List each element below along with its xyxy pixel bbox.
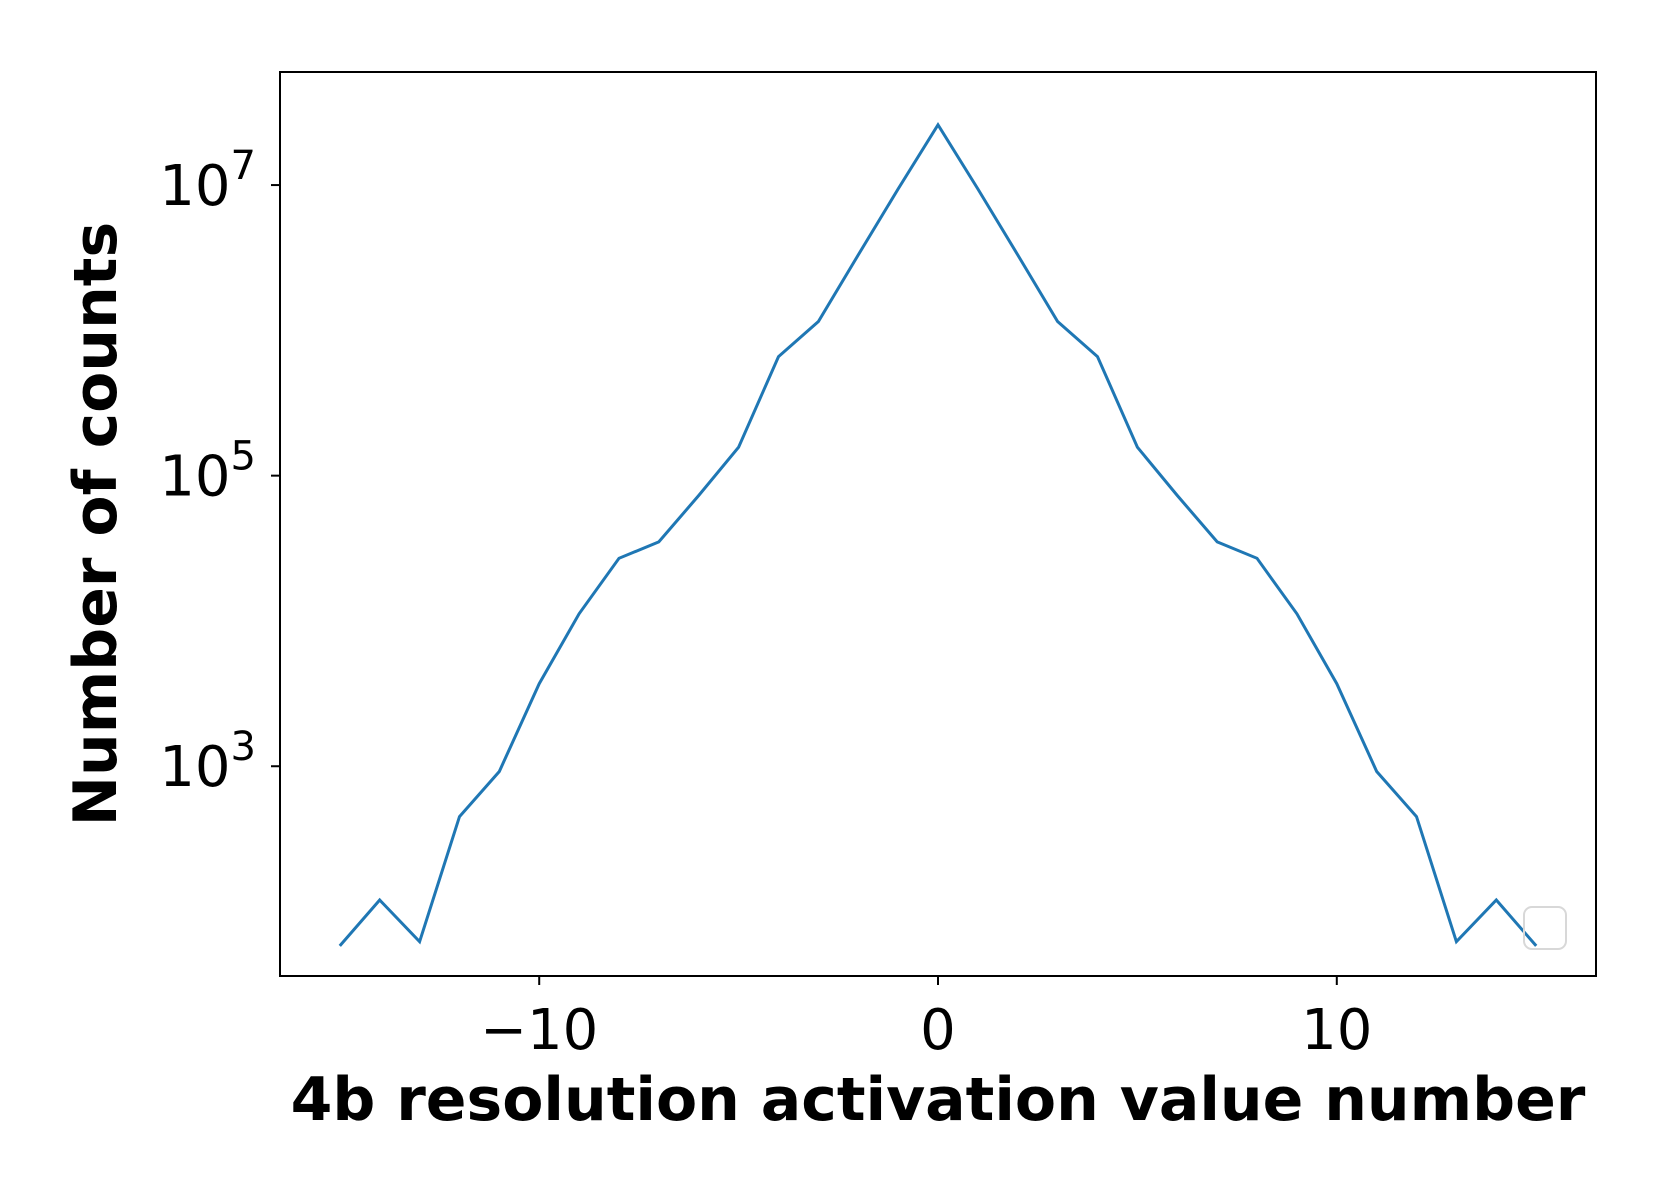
y-tick-exponent: 5 (231, 434, 256, 480)
y-tick-exponent: 3 (231, 724, 256, 770)
y-tick-base: 10 (159, 154, 230, 219)
y-tick-label: 105 (159, 434, 256, 510)
y-tick-base: 10 (159, 735, 230, 800)
plot-area (280, 72, 1596, 976)
y-tick-base: 10 (159, 445, 230, 510)
legend-box (1523, 906, 1567, 950)
plot-frame (279, 71, 1597, 977)
y-axis-title: Number of counts (61, 222, 131, 826)
y-tick-label: 103 (159, 724, 256, 800)
y-tick-exponent: 7 (231, 143, 256, 189)
y-tick-label: 107 (159, 143, 256, 219)
series-line (338, 121, 1538, 947)
x-tick-label: 10 (1301, 998, 1372, 1063)
series-layer (338, 121, 1538, 947)
x-axis-title: 4b resolution activation value number (291, 1065, 1586, 1135)
x-tick-label: 0 (920, 998, 956, 1063)
x-axis: −10 0 10 (480, 976, 1372, 1063)
x-tick-label: −10 (480, 998, 598, 1063)
